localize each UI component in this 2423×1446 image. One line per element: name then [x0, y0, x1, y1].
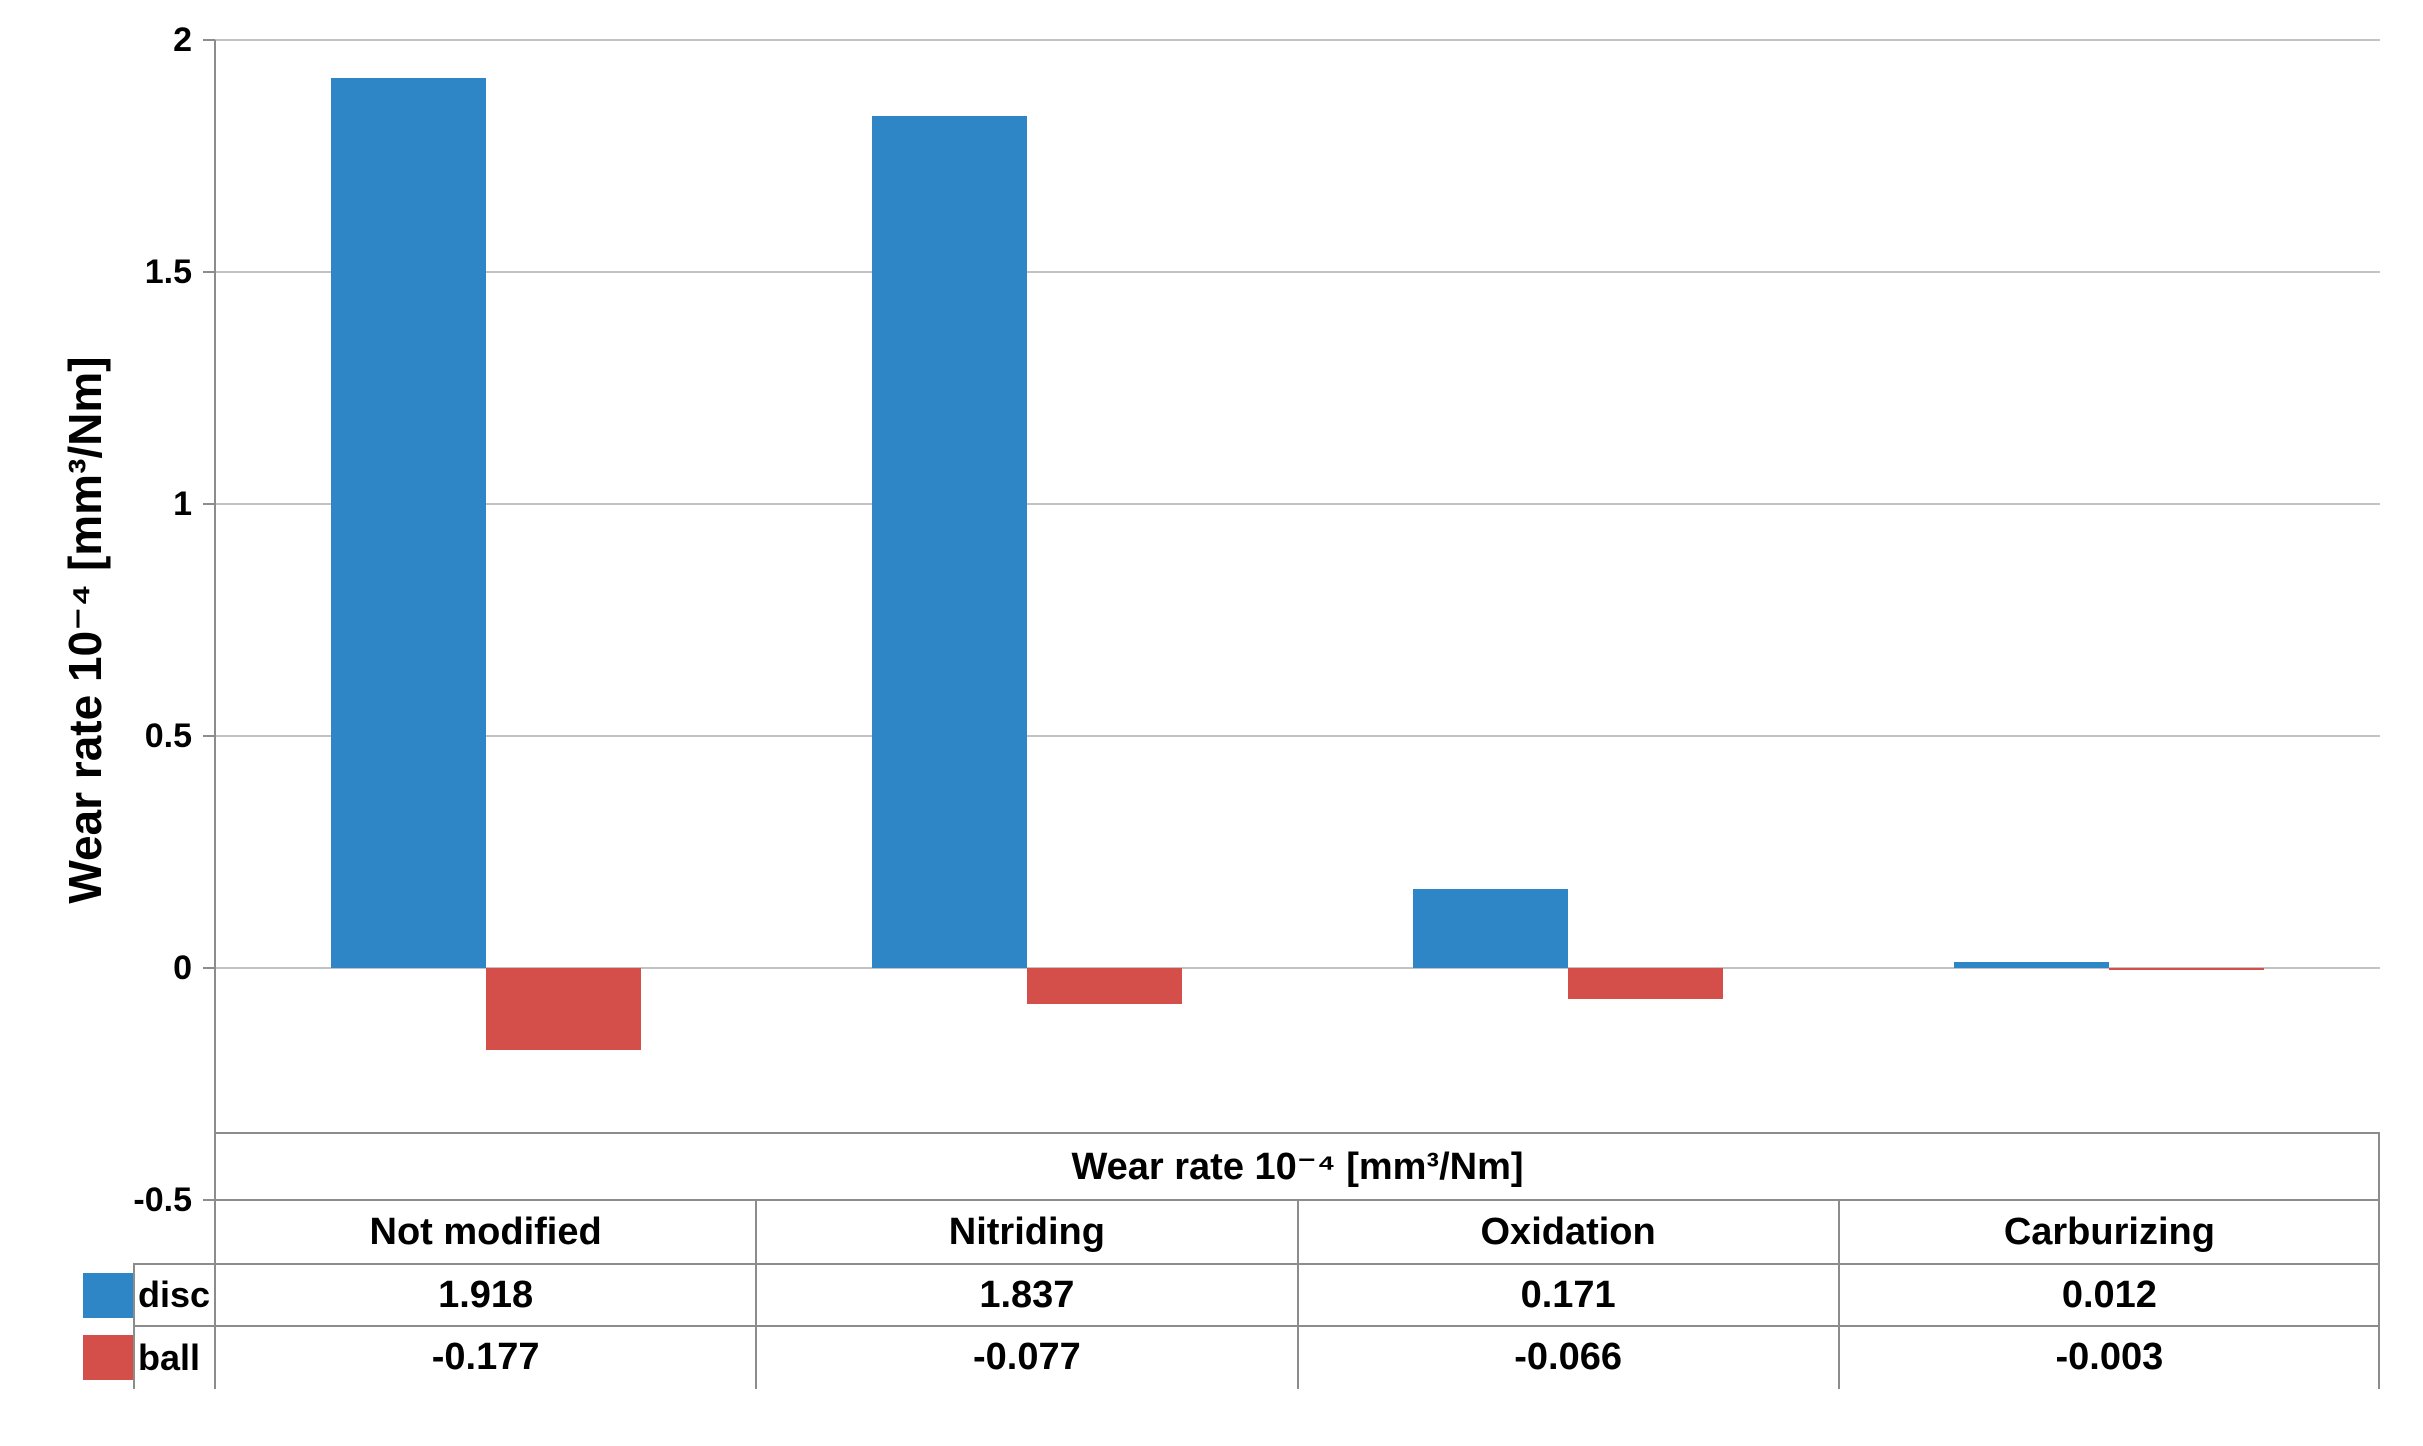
table-value-ball-oxidation: -0.066 [1514, 1336, 1622, 1378]
table-category-oxidation: Oxidation [1480, 1210, 1656, 1253]
table-value-disc-nitriding: 1.837 [979, 1273, 1075, 1316]
table-col-border-1 [755, 1200, 758, 1389]
table-top-border [215, 1132, 2380, 1134]
y-tick-label-1: 1 [173, 485, 192, 523]
table-right-border [2378, 1133, 2380, 1389]
bar-ball-oxidation [1568, 968, 1724, 999]
table-row-border-2 [133, 1325, 2380, 1327]
bar-ball-nitriding [1026, 968, 1182, 1004]
gridline-1 [215, 503, 2380, 505]
y-tick-label-0: 0 [173, 949, 192, 987]
gridline-0 [215, 967, 2380, 969]
table-value-ball-nitriding: -0.077 [973, 1336, 1081, 1378]
legend-swatch-ball [83, 1335, 133, 1380]
legend-swatch-disc [83, 1272, 133, 1318]
bar-ball-not-modified [485, 968, 641, 1051]
bar-disc-not-modified [330, 78, 486, 968]
y-tick-1 [203, 503, 215, 505]
table-stub-border [133, 1264, 135, 1389]
y-tick-2 [203, 39, 215, 41]
gridline-1.5 [215, 271, 2380, 273]
y-tick-label-1.5: 1.5 [144, 253, 192, 291]
row-label-ball: ball [138, 1336, 201, 1378]
table-value-disc-oxidation: 0.171 [1520, 1273, 1616, 1316]
y-axis-line [214, 40, 216, 1389]
y-tick-1.5 [203, 271, 215, 273]
y-tick-label--0.5: -0.5 [133, 1181, 192, 1219]
table-value-ball-not-modified: -0.177 [431, 1336, 540, 1378]
table-row-border-1 [133, 1263, 2380, 1265]
table-value-disc-not-modified: 1.918 [438, 1273, 534, 1316]
table-value-ball-carburizing: -0.003 [2055, 1336, 2164, 1378]
table-category-nitriding: Nitriding [948, 1210, 1105, 1253]
data-table-header: Wear rate 10⁻⁴ [mm³/Nm] [1071, 1146, 1524, 1188]
bar-disc-nitriding [871, 115, 1027, 968]
table-category-not-modified: Not modified [369, 1210, 602, 1253]
table-category-carburizing: Carburizing [2003, 1210, 2215, 1253]
gridline-0.5 [215, 735, 2380, 737]
bar-ball-carburizing [2109, 968, 2265, 970]
y-axis-title: Wear rate 10⁻⁴ [mm³/Nm] [59, 356, 111, 904]
table-value-disc-carburizing: 0.012 [2061, 1273, 2157, 1316]
table-col-border-3 [1837, 1200, 1840, 1389]
y-tick-0 [203, 967, 215, 969]
y-tick-0.5 [203, 735, 215, 737]
table-col-border-2 [1296, 1200, 1299, 1389]
y-tick-label-2: 2 [173, 21, 192, 59]
y-tick--0.5 [203, 1199, 215, 1201]
bar-disc-oxidation [1413, 888, 1569, 968]
y-tick-label-0.5: 0.5 [144, 717, 192, 755]
gridline-2 [215, 39, 2380, 41]
row-label-disc: disc [138, 1274, 211, 1315]
bar-disc-carburizing [1954, 962, 2110, 968]
